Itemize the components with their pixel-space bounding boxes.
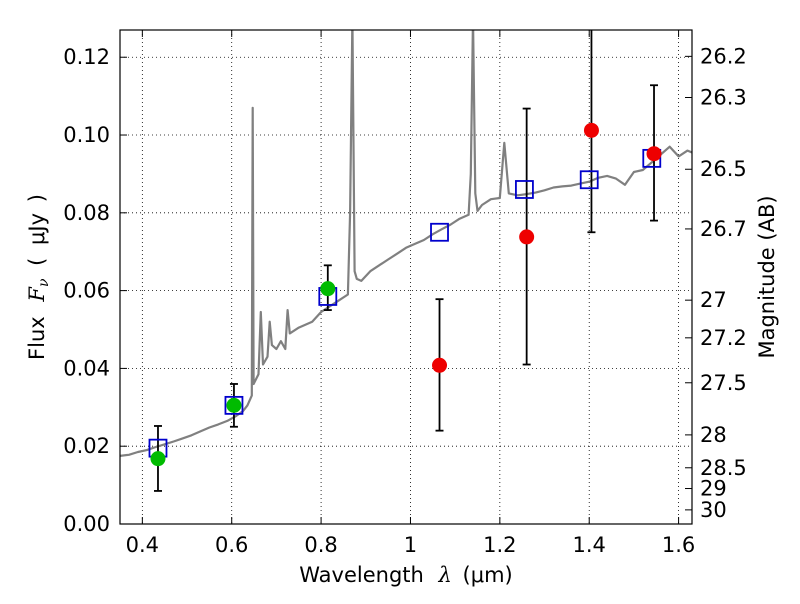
y2-tick-label: 29 [700, 477, 727, 501]
plot-frame [119, 29, 693, 525]
y2-tick-label: 27.2 [700, 326, 747, 350]
y-tick-label: 0.04 [63, 356, 110, 380]
y-tick-label: 0.10 [63, 123, 110, 147]
plot-area [120, 30, 692, 457]
square-point [579, 170, 599, 190]
y2-tick-label: 26.5 [700, 157, 747, 181]
y2-tick-label: 28.5 [700, 456, 747, 480]
x-tick-label: 0.8 [304, 533, 337, 557]
x-tick-label: 1.4 [573, 533, 606, 557]
x-axis-title: Wavelength λ (μm) [299, 563, 513, 587]
y2-tick-label: 26.2 [700, 44, 747, 68]
square-point [515, 180, 534, 199]
plot-background [120, 30, 692, 524]
x-tick-label: 1.6 [662, 533, 695, 557]
y-tick-label: 0.00 [63, 512, 110, 536]
x-tick-label: 0.6 [215, 533, 248, 557]
y2-axis-title: Magnitude (AB) [755, 195, 779, 358]
x-tick-label: 1.2 [483, 533, 516, 557]
y2-tick-label: 26.7 [700, 217, 747, 241]
circle-point [150, 451, 166, 467]
y2-tick-label: 26.3 [700, 85, 747, 109]
markers [148, 122, 662, 467]
y2-tick-label: 28 [700, 423, 727, 447]
circle-point [226, 397, 242, 413]
circle-point [646, 146, 662, 162]
y2-tick-label: 27 [700, 288, 727, 312]
y2-tick-label: 27.5 [700, 371, 747, 395]
circle-point [583, 122, 599, 138]
ticks: 0.4 0.6 0.8 1 1.2 1.4 1.6 0.00 0.02 0.04 0.06 0.08 0… [63, 30, 747, 557]
x-tick-label: 1 [404, 533, 417, 557]
y-axis-title: Flux Fν ( μJy ) [25, 194, 53, 360]
square-point [430, 222, 449, 242]
circle-point [320, 281, 336, 297]
model-spectrum-line [120, 30, 692, 457]
x-tick-label: 0.4 [126, 533, 159, 557]
square-point [224, 395, 244, 415]
y-tick-label: 0.12 [63, 45, 110, 69]
y-tick-label: 0.08 [63, 201, 110, 225]
y-tick-label: 0.06 [63, 279, 110, 303]
circle-point [432, 357, 448, 373]
circle-point [519, 229, 535, 245]
y-tick-label: 0.02 [63, 434, 110, 458]
y2-tick-label: 30 [700, 498, 727, 522]
